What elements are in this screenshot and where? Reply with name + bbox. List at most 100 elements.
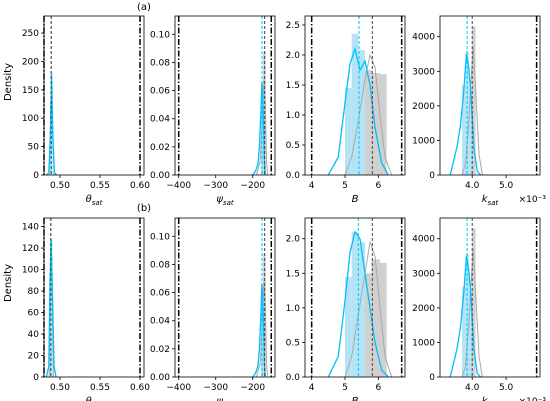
panel-a-4-hist-bar-1 (462, 85, 466, 175)
panel-b-4-ytick-label-3: 2000 (412, 304, 435, 314)
panel-a-3-hist-bar-5 (371, 73, 380, 175)
panel-b-3-ytick-label-5: 2.0 (286, 235, 301, 245)
panel-b-3: 0.0 0.5 1.0 1.5 2.0 4 5 6 B (286, 217, 406, 401)
panel-a-2-ytick-label-6: 0.10 (150, 30, 170, 40)
panel-a-3-hist-bar-3 (358, 50, 365, 176)
panel-a-1-ytick-label-3: 100 (22, 114, 39, 124)
panel-b-1-ytick-label-3: 40 (28, 330, 40, 340)
panel-a-4-ytick-label-3: 2000 (412, 102, 435, 112)
panel-a-2-ytick-label-5: 0.08 (150, 58, 170, 68)
panel-b-4-hist-bar-1 (462, 287, 466, 377)
panel-a-1-xtick-label-3: 0.60 (130, 181, 150, 191)
panel-b-1-ytick-label-6: 100 (22, 266, 39, 276)
panel-b-3-xtick-label-2: 5 (342, 383, 348, 393)
panel-a-4-xlabel: ksat (482, 194, 499, 207)
panel-b-3-frame (304, 217, 406, 378)
panel-b-3-hist-bar-1 (345, 276, 352, 377)
panel-b-1-ytick-label-8: 140 (22, 223, 39, 233)
panel-a-1-ytick-label-1: 0 (33, 171, 39, 181)
panel-b-3-ytick-label-3: 1.0 (286, 304, 301, 314)
panel-b-1: 0 20 40 60 80 100 120 140 0.50 0.55 0.60 θsat (22, 217, 150, 401)
panel-b-1-ytick-label-4: 60 (28, 309, 40, 319)
panel-b-1-ytick-label-2: 20 (28, 352, 40, 362)
panel-a-1: 0 50 100 150 200 250 0.50 0.55 0.60 θsat (22, 15, 150, 207)
panel-a-1-xtick-label-2: 0.55 (90, 181, 110, 191)
panel-a-2-ytick-label-4: 0.06 (150, 87, 170, 97)
panel-b-3-ytick-label-4: 1.5 (286, 269, 300, 279)
panel-a-2-kde-posterior (256, 79, 269, 176)
row-label-a: (a) (137, 2, 151, 13)
panel-a-3-ytick-label-4: 1.5 (286, 81, 300, 91)
panel-b-4-xtick-label-1: 4.0 (465, 383, 480, 393)
panel-a-2-ytick-label-1: 0.00 (150, 171, 170, 181)
panel-a-2-ytick-label-3: 0.04 (150, 115, 170, 125)
panel-b-3-kde-prior (327, 230, 389, 378)
panel-a-1-ytick-label-4: 150 (22, 86, 39, 96)
panel-b-2-kde-prior (252, 284, 267, 378)
panel-b-1-ytick-label-7: 120 (22, 244, 39, 254)
panel-a-2-xtick-label-3: −200 (240, 181, 265, 191)
panel-a-4-xtick-label-1: 4.0 (465, 181, 480, 191)
panel-b-1-ytick-label-1: 0 (33, 373, 39, 383)
panel-a-2: 0.00 0.02 0.04 0.06 0.08 0.10 −400 −300 −200 ψsat (150, 15, 276, 207)
panel-b-2-ytick-label-2: 0.02 (150, 345, 170, 355)
panel-b-4-xtick-label-2: 5.0 (499, 383, 514, 393)
panel-b-2-xtick-label-1: −400 (166, 383, 191, 393)
panel-a-3: 0.0 0.5 1.0 1.5 2.0 2.5 4 5 6 B (286, 15, 406, 205)
panel-b-4-hist-bar-4 (472, 228, 476, 377)
panel-b-3-ytick-label-2: 0.5 (286, 338, 300, 348)
panel-b-2: 0.00 0.02 0.04 0.06 0.08 0.10 −400 −300 −200 ψsat (150, 217, 276, 401)
ylabel-row-b: Density (3, 264, 14, 302)
panel-b-4-ytick-label-2: 1000 (412, 338, 435, 348)
panel-a-4-hist-bar-4 (472, 26, 476, 175)
panel-a-3-hist-bar-6 (380, 74, 387, 175)
panel-b-2-ytick-label-4: 0.06 (150, 289, 170, 299)
ylabel-row-a: Density (3, 63, 14, 101)
panel-b-1-xtick-label-2: 0.55 (90, 383, 110, 393)
panel-a-4-xscale-label: ×10⁻³ (519, 195, 547, 205)
panel-b-2-ytick-label-6: 0.10 (150, 232, 170, 242)
panel-a-4-ytick-label-1: 0 (429, 171, 435, 181)
panel-b-4-xscale-label: ×10⁻³ (519, 397, 547, 401)
panel-a-1-xtick-label-1: 0.50 (50, 181, 70, 191)
panel-b-4-ytick-label-5: 4000 (412, 235, 435, 245)
panel-b-3-hist-bar-2 (351, 231, 359, 377)
panel-a-3-hist-bar-4 (365, 70, 372, 175)
panel-b-4-kde-prior (449, 255, 482, 378)
panel-b-4-ytick-label-1: 0 (429, 373, 435, 383)
panel-b-2-xtick-label-2: −300 (203, 383, 228, 393)
panel-b-4-hist-bar-3 (468, 290, 473, 377)
panel-a-3-xtick-label-1: 4 (309, 181, 315, 191)
panel-a-3-xtick-label-3: 6 (375, 181, 381, 191)
panel-a-2-xtick-label-1: −400 (166, 181, 191, 191)
panel-a-1-frame (43, 15, 145, 176)
panel-a-1-ytick-label-2: 50 (28, 143, 40, 153)
panel-b-2-xlabel: ψsat (216, 396, 234, 401)
panel-a-1-ytick-label-6: 250 (22, 29, 39, 39)
panel-b-3-xlabel: B (352, 396, 359, 401)
panel-b-3-hist-bar-4 (365, 273, 372, 377)
panel-a-3-ytick-label-5: 2.0 (286, 51, 301, 61)
panel-b-1-ytick-label-5: 80 (28, 287, 40, 297)
panel-b-3-ytick-label-1: 0.0 (286, 373, 301, 383)
panel-b-3-hist-bar-5 (371, 259, 380, 377)
panel-a-2-xtick-label-2: −300 (203, 181, 228, 191)
panel-b-1-frame (43, 217, 145, 378)
panel-a-2-kde-prior (252, 82, 267, 176)
panel-a-3-xlabel: B (352, 194, 359, 205)
panel-a-3-frame (304, 15, 406, 176)
panel-b-2-ytick-label-1: 0.00 (150, 373, 170, 383)
panel-b-1-xlabel: θsat (86, 396, 103, 401)
panel-b-4-frame (439, 217, 541, 378)
panel-a-2-xlabel: ψsat (216, 194, 234, 207)
panel-a-4-ytick-label-4: 3000 (412, 67, 435, 77)
panel-a-4-xtick-label-2: 5.0 (499, 181, 514, 191)
panel-a-3-ytick-label-2: 0.5 (286, 141, 300, 151)
panel-b-3-hist-bar-3 (358, 242, 365, 377)
panel-a-3-ytick-label-1: 0.0 (286, 171, 301, 181)
row-label-b: (b) (137, 203, 151, 214)
panel-b-2-ytick-label-3: 0.04 (150, 317, 170, 327)
panel-a-3-kde-posterior (344, 53, 393, 176)
